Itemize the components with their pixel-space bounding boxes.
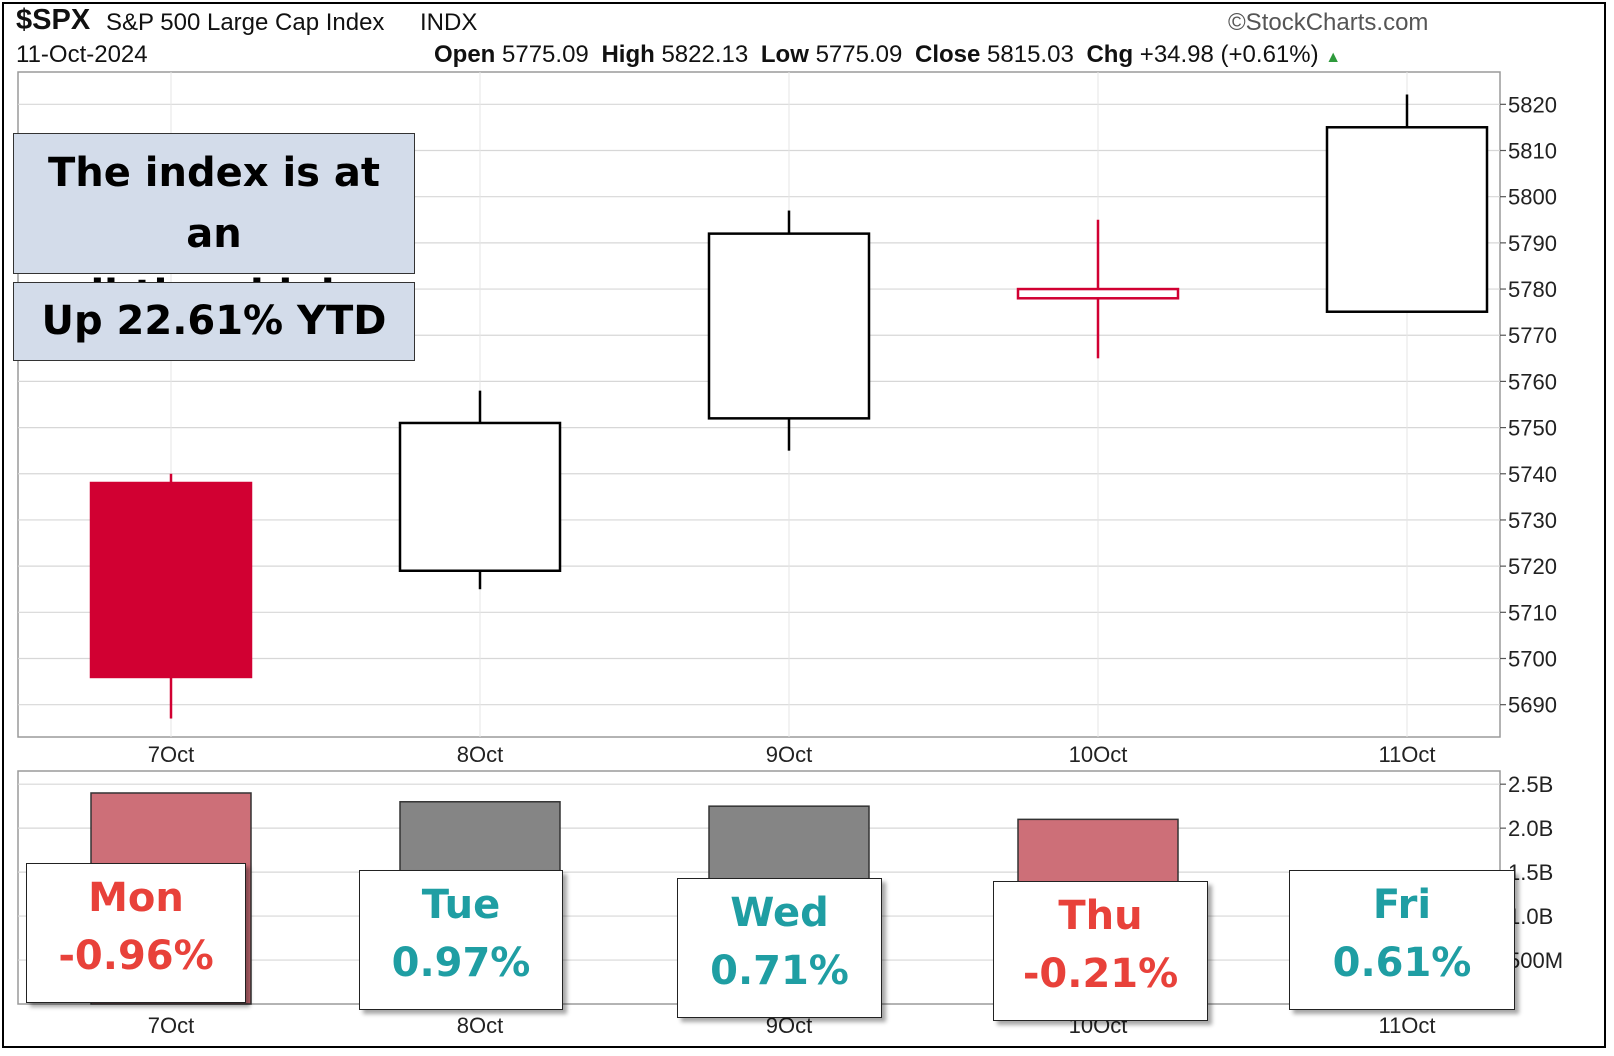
symbol: $SPX bbox=[16, 4, 91, 36]
x-tick-label: 7Oct bbox=[148, 742, 194, 767]
price-tick-label: 5720 bbox=[1508, 554, 1557, 579]
volume-tick-label: 1.5B bbox=[1508, 860, 1553, 885]
day-box-tue: Tue 0.97% bbox=[359, 870, 563, 1010]
day-box-fri: Fri 0.61% bbox=[1289, 870, 1515, 1010]
volume-x-tick-label: 7Oct bbox=[148, 1013, 194, 1038]
ytd-callout: Up 22.61% YTD bbox=[13, 282, 415, 361]
price-tick-label: 5730 bbox=[1508, 508, 1557, 533]
day-box-mon: Mon -0.96% bbox=[26, 863, 246, 1003]
price-tick-label: 5690 bbox=[1508, 693, 1557, 718]
day-change: 0.71% bbox=[710, 948, 849, 994]
day-label: Mon bbox=[88, 875, 184, 921]
volume-tick-label: 2.0B bbox=[1508, 816, 1553, 841]
candle-body bbox=[398, 421, 562, 572]
x-tick-label: 9Oct bbox=[766, 742, 812, 767]
x-tick-label: 10Oct bbox=[1069, 742, 1128, 767]
price-tick-label: 5790 bbox=[1508, 231, 1557, 256]
high-label: High bbox=[601, 41, 655, 68]
index-name: S&P 500 Large Cap Index bbox=[106, 9, 385, 36]
price-tick-label: 5810 bbox=[1508, 139, 1557, 164]
all-time-high-callout: The index is at an all-time high. bbox=[13, 133, 415, 318]
volume-tick-label: 2.5B bbox=[1508, 772, 1553, 797]
price-tick-label: 5780 bbox=[1508, 277, 1557, 302]
chart-date: 11-Oct-2024 bbox=[16, 41, 148, 68]
x-tick-label: 11Oct bbox=[1378, 742, 1435, 767]
day-change: 0.61% bbox=[1332, 940, 1472, 986]
day-box-thu: Thu -0.21% bbox=[993, 881, 1208, 1021]
open-label: Open bbox=[434, 41, 496, 68]
price-tick-label: 5750 bbox=[1508, 416, 1557, 441]
low-label: Low bbox=[760, 41, 809, 68]
price-tick-label: 5760 bbox=[1508, 369, 1557, 394]
candle-body bbox=[707, 232, 871, 420]
candle-body bbox=[1325, 126, 1489, 313]
close-label: Close bbox=[915, 41, 981, 68]
price-tick-label: 5700 bbox=[1508, 646, 1557, 671]
price-tick-label: 5800 bbox=[1508, 185, 1557, 210]
high-value: 5822.13 bbox=[661, 41, 749, 68]
close-value: 5815.03 bbox=[987, 41, 1074, 68]
day-change: 0.97% bbox=[391, 940, 531, 986]
ohlc-summary: Open 5775.09 High 5822.13 Low 5775.09 Cl… bbox=[434, 41, 1341, 69]
x-tick-label: 8Oct bbox=[457, 742, 503, 767]
up-arrow-icon: ▲ bbox=[1325, 49, 1342, 66]
volume-tick-label: 500M bbox=[1508, 948, 1563, 973]
day-change: -0.21% bbox=[1022, 951, 1179, 997]
price-tick-label: 5770 bbox=[1508, 323, 1557, 348]
chg-value: +34.98 (+0.61%) bbox=[1139, 41, 1319, 68]
brand: ©StockCharts.com bbox=[1228, 9, 1429, 36]
day-label: Wed bbox=[730, 890, 829, 936]
day-change: -0.96% bbox=[58, 933, 214, 979]
low-value: 5775.09 bbox=[815, 41, 903, 68]
candle-body bbox=[1016, 287, 1180, 300]
volume-tick-label: 1.0B bbox=[1508, 904, 1553, 929]
exchange: INDX bbox=[420, 9, 478, 36]
chg-label: Chg bbox=[1086, 41, 1134, 68]
price-tick-label: 5820 bbox=[1508, 92, 1557, 117]
volume-x-tick-label: 11Oct bbox=[1378, 1013, 1435, 1038]
day-box-wed: Wed 0.71% bbox=[677, 878, 882, 1018]
price-tick-label: 5740 bbox=[1508, 462, 1557, 487]
candle-body bbox=[89, 481, 253, 679]
day-label: Tue bbox=[421, 882, 501, 928]
open-value: 5775.09 bbox=[502, 41, 589, 68]
day-label: Thu bbox=[1058, 893, 1143, 939]
volume-x-tick-label: 8Oct bbox=[457, 1013, 503, 1038]
price-tick-label: 5710 bbox=[1508, 600, 1557, 625]
callout-line-1: The index is at an bbox=[47, 150, 381, 257]
day-label: Fri bbox=[1372, 882, 1432, 928]
